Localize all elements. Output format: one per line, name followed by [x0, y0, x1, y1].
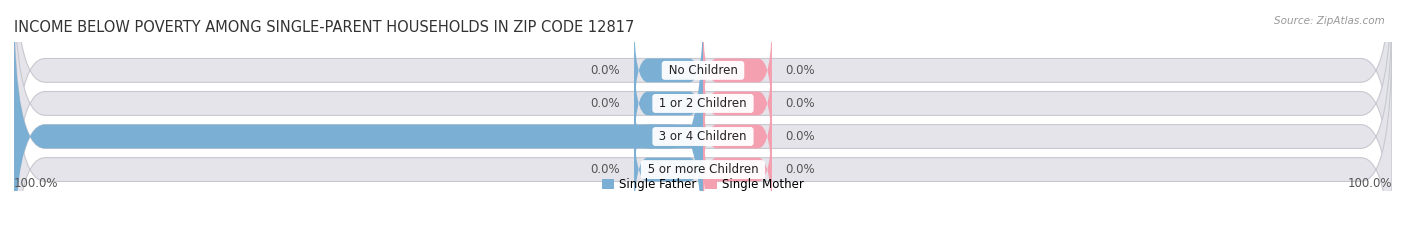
Text: 0.0%: 0.0%	[786, 64, 815, 77]
Text: 3 or 4 Children: 3 or 4 Children	[655, 130, 751, 143]
FancyBboxPatch shape	[703, 82, 772, 191]
Text: No Children: No Children	[665, 64, 741, 77]
Text: 0.0%: 0.0%	[786, 130, 815, 143]
Text: 0.0%: 0.0%	[591, 64, 620, 77]
Text: Source: ZipAtlas.com: Source: ZipAtlas.com	[1274, 16, 1385, 26]
FancyBboxPatch shape	[634, 49, 703, 158]
FancyBboxPatch shape	[14, 0, 1392, 233]
Text: 5 or more Children: 5 or more Children	[644, 163, 762, 176]
FancyBboxPatch shape	[14, 0, 1392, 233]
Text: 0.0%: 0.0%	[786, 97, 815, 110]
Text: 0.0%: 0.0%	[591, 97, 620, 110]
FancyBboxPatch shape	[634, 115, 703, 224]
Text: 1 or 2 Children: 1 or 2 Children	[655, 97, 751, 110]
Text: 0.0%: 0.0%	[786, 163, 815, 176]
FancyBboxPatch shape	[634, 82, 703, 191]
FancyBboxPatch shape	[14, 0, 703, 233]
Text: 100.0%: 100.0%	[1347, 177, 1392, 190]
Legend: Single Father, Single Mother: Single Father, Single Mother	[602, 178, 804, 191]
FancyBboxPatch shape	[634, 16, 703, 125]
FancyBboxPatch shape	[703, 16, 772, 125]
FancyBboxPatch shape	[14, 0, 1392, 207]
Text: 0.0%: 0.0%	[591, 163, 620, 176]
FancyBboxPatch shape	[14, 33, 1392, 233]
Text: INCOME BELOW POVERTY AMONG SINGLE-PARENT HOUSEHOLDS IN ZIP CODE 12817: INCOME BELOW POVERTY AMONG SINGLE-PARENT…	[14, 20, 634, 35]
FancyBboxPatch shape	[703, 49, 772, 158]
FancyBboxPatch shape	[703, 115, 772, 224]
Text: 100.0%: 100.0%	[14, 177, 59, 190]
